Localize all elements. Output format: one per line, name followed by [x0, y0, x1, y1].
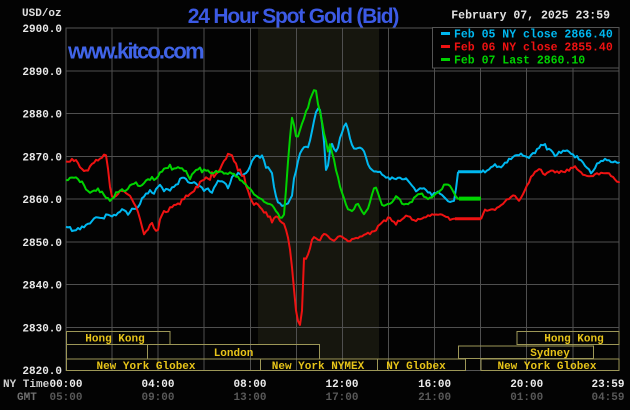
svg-text:01:00: 01:00	[510, 392, 543, 404]
svg-text:2830.0: 2830.0	[22, 323, 62, 335]
svg-text:23:59: 23:59	[591, 379, 624, 391]
svg-text:12:00: 12:00	[325, 379, 358, 391]
svg-text:Hong Kong: Hong Kong	[85, 334, 144, 346]
svg-text:Feb 05 NY close 2866.40: Feb 05 NY close 2866.40	[454, 29, 613, 42]
svg-text:February 07, 2025 23:59: February 07, 2025 23:59	[451, 10, 610, 23]
svg-text:13:00: 13:00	[233, 392, 266, 404]
svg-text:2880.0: 2880.0	[22, 110, 62, 122]
svg-text:09:00: 09:00	[141, 392, 174, 404]
svg-text:Sydney: Sydney	[530, 348, 570, 360]
svg-text:www.kitco.com: www.kitco.com	[67, 39, 204, 64]
svg-text:2860.0: 2860.0	[22, 195, 62, 207]
svg-text:NY Globex: NY Globex	[386, 361, 446, 373]
svg-text:New York Globex: New York Globex	[96, 361, 195, 373]
svg-text:Feb 06 NY close 2855.40: Feb 06 NY close 2855.40	[454, 42, 613, 55]
svg-text:2840.0: 2840.0	[22, 281, 62, 293]
svg-text:05:00: 05:00	[49, 392, 82, 404]
svg-text:London: London	[214, 348, 254, 360]
svg-text:Feb 07 Last 2860.10: Feb 07 Last 2860.10	[454, 55, 585, 68]
svg-text:2870.0: 2870.0	[22, 152, 62, 164]
svg-text:04:00: 04:00	[141, 379, 174, 391]
svg-text:New York Globex: New York Globex	[497, 361, 596, 373]
svg-text:Hong Kong: Hong Kong	[544, 334, 603, 346]
svg-text:16:00: 16:00	[418, 379, 451, 391]
svg-text:2890.0: 2890.0	[22, 67, 62, 79]
svg-text:00:00: 00:00	[49, 379, 82, 391]
svg-text:NY Time: NY Time	[3, 379, 50, 391]
svg-text:17:00: 17:00	[325, 392, 358, 404]
svg-text:20:00: 20:00	[510, 379, 543, 391]
svg-text:04:59: 04:59	[591, 392, 624, 404]
svg-text:08:00: 08:00	[233, 379, 266, 391]
svg-text:New York NYMEX: New York NYMEX	[272, 361, 365, 373]
svg-text:USD/oz: USD/oz	[22, 8, 62, 20]
svg-text:GMT: GMT	[17, 392, 37, 404]
svg-text:2850.0: 2850.0	[22, 238, 62, 250]
svg-text:21:00: 21:00	[418, 392, 451, 404]
svg-text:2820.0: 2820.0	[22, 366, 62, 378]
svg-text:2900.0: 2900.0	[22, 24, 62, 36]
svg-text:24 Hour Spot Gold (Bid): 24 Hour Spot Gold (Bid)	[188, 5, 399, 28]
